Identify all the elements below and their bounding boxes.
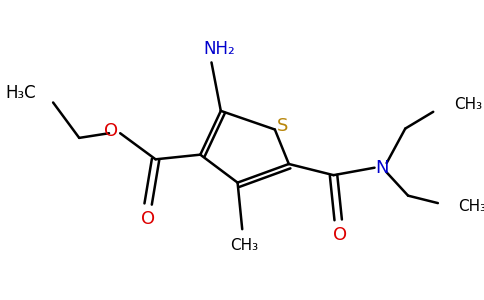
Text: S: S (277, 117, 288, 135)
Text: CH₃: CH₃ (458, 199, 484, 214)
Text: O: O (141, 210, 155, 228)
Text: H₃C: H₃C (6, 84, 36, 102)
Text: CH₃: CH₃ (454, 97, 482, 112)
Text: NH₂: NH₂ (203, 40, 235, 58)
Text: O: O (104, 122, 118, 140)
Text: CH₃: CH₃ (230, 238, 258, 253)
Text: N: N (375, 159, 389, 177)
Text: O: O (333, 226, 347, 244)
